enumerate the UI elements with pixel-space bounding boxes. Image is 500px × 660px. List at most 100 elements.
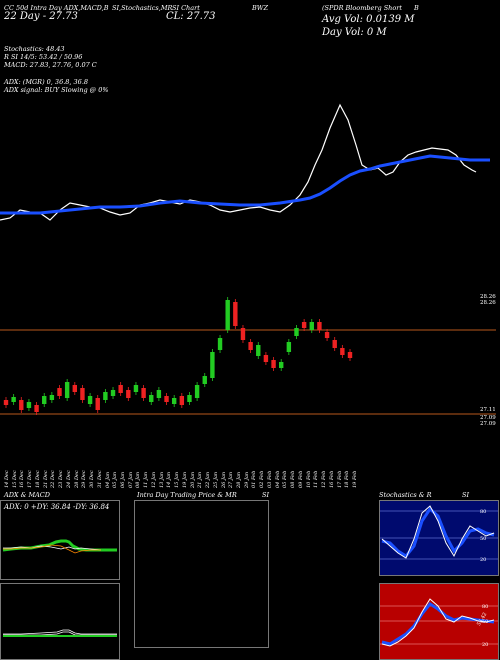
date-label: 17 Feb	[336, 470, 343, 488]
date-label: 28 Dec	[73, 470, 80, 488]
candle-body	[332, 340, 337, 348]
candle-body	[187, 395, 192, 402]
candle-body	[19, 400, 24, 410]
macd-lines	[3, 629, 117, 637]
date-label: 18 Dec	[34, 470, 41, 488]
candle-body	[57, 388, 62, 396]
candle-body	[194, 385, 200, 398]
date-label: 02 Feb	[259, 470, 266, 488]
candle-body	[301, 322, 307, 328]
rsi-tick-20: 20	[482, 642, 488, 648]
stoch-tick-20: 20	[480, 557, 486, 563]
candle-body	[3, 400, 9, 405]
header-title-left: CC 50d Intra Day ADX,MACD,B	[4, 4, 109, 12]
stoch-panel-title: Stochastics & R	[379, 491, 432, 499]
price-level-bottom-2: 27.09	[480, 415, 496, 421]
date-label: 05 Jan	[112, 471, 119, 488]
adx-lines	[2, 539, 117, 554]
macd-readout: MACD: 27.83, 27.76, 0.07 C	[4, 61, 97, 69]
adx-signal-readout: ADX signal: BUY Slowing @ 0%	[4, 86, 109, 94]
date-label: 25 Jan	[212, 471, 219, 488]
header-title-mid2: SI Chart	[172, 4, 200, 12]
price-level-bottom-3: 27.09	[480, 421, 496, 427]
candle-body	[217, 338, 223, 350]
date-label: 22 Dec	[50, 470, 57, 488]
date-label: 19 Feb	[352, 470, 358, 488]
date-label: 29 Jan	[243, 471, 250, 488]
date-label: 16 Feb	[328, 470, 335, 488]
date-label: 15 Jan	[174, 471, 181, 488]
candle-body	[294, 328, 299, 336]
date-label: 28 Jan	[236, 471, 242, 488]
price-level-top: 28.26	[480, 294, 496, 300]
candle-body	[248, 342, 253, 350]
header-fund-name: (SPDR Bloomberg Short	[322, 4, 402, 12]
price-level-top-2: 28.26	[480, 300, 496, 306]
candle-body	[110, 390, 116, 396]
candle-body	[324, 332, 330, 338]
date-label: 21 Jan	[197, 471, 204, 488]
candle-body	[26, 402, 32, 408]
date-label: 04 Jan	[104, 471, 111, 488]
candle-body	[256, 345, 261, 356]
candle-body	[11, 397, 16, 402]
candle-body	[72, 385, 77, 392]
candle-body	[95, 398, 100, 410]
date-label: 26 Jan	[220, 471, 227, 488]
date-label: 07 Jan	[127, 471, 134, 488]
header-title-mid: SI,Stochastics,MR	[112, 4, 173, 12]
header-period: 22 Day - 27.73	[4, 11, 78, 22]
candle-body	[126, 390, 131, 398]
candle-body	[286, 342, 292, 352]
rsi-lines: 80 50 20	[380, 598, 498, 648]
candle-body	[34, 405, 39, 412]
date-label: 29 Dec	[81, 470, 88, 488]
date-label: 04 Feb	[274, 470, 281, 488]
date-label: 19 Jan	[181, 471, 188, 488]
date-label: 24 Dec	[65, 470, 72, 488]
candle-body	[233, 302, 238, 326]
price-level-bottom: 27.11	[480, 407, 496, 413]
candle-body	[179, 396, 185, 405]
stochastics-lines: 80 50 20	[380, 505, 498, 563]
day-volume: Day Vol: 0 M	[322, 27, 387, 38]
date-label: 15 Dec	[11, 470, 18, 488]
stochastics-readout: Stochastics: 48.43	[4, 45, 65, 53]
candle-body	[279, 362, 284, 368]
date-label: 13 Jan	[158, 471, 165, 488]
candle-body	[149, 395, 154, 402]
candle-body	[263, 355, 269, 362]
date-label: 17 Dec	[27, 470, 34, 488]
date-label: 22 Jan	[205, 471, 212, 488]
candle-body	[210, 352, 215, 378]
rsi-readout: R SI 14/5: 53.42 / 50.96	[4, 53, 83, 61]
date-label: 05 Feb	[282, 470, 289, 488]
date-label: 11 Feb	[313, 470, 320, 488]
candle-body	[64, 382, 70, 398]
date-label: 11 Jan	[143, 471, 150, 488]
adx-panel-title: ADX & MACD	[4, 491, 50, 499]
candle-body	[80, 388, 85, 400]
date-axis: 14 Dec 15 Dec 16 Dec 17 Dec 18 Dec 21 Dec 22 D…	[0, 458, 500, 492]
macd-panel	[0, 583, 120, 660]
candle-body	[103, 392, 108, 400]
date-label: 14 Jan	[166, 471, 173, 488]
moving-average-line	[0, 154, 490, 215]
avg-volume: Avg Vol: 0.0139 M	[322, 14, 415, 25]
stoch-tick-50: 50	[480, 536, 486, 542]
candle-body	[87, 396, 93, 404]
stoch-tick-80: 80	[480, 509, 486, 515]
rsi-tick-80: 80	[482, 604, 488, 610]
candle-body	[225, 300, 230, 330]
date-label: 06 Jan	[120, 471, 126, 488]
candle-body	[164, 396, 169, 402]
date-label: 31 Dec	[96, 470, 103, 488]
date-label: 08 Jan	[135, 471, 142, 488]
candle-body	[156, 390, 162, 398]
adx-panel: ADX: 0 +DY: 36.84 -DY: 36.84	[0, 500, 120, 580]
candle-body	[309, 322, 314, 330]
main-price-chart: 28.26 28.26 27.11 27.09 27.09	[0, 103, 496, 427]
date-label: 27 Jan	[228, 471, 235, 488]
candle-body	[49, 395, 55, 400]
date-label: 12 Jan	[150, 471, 157, 488]
